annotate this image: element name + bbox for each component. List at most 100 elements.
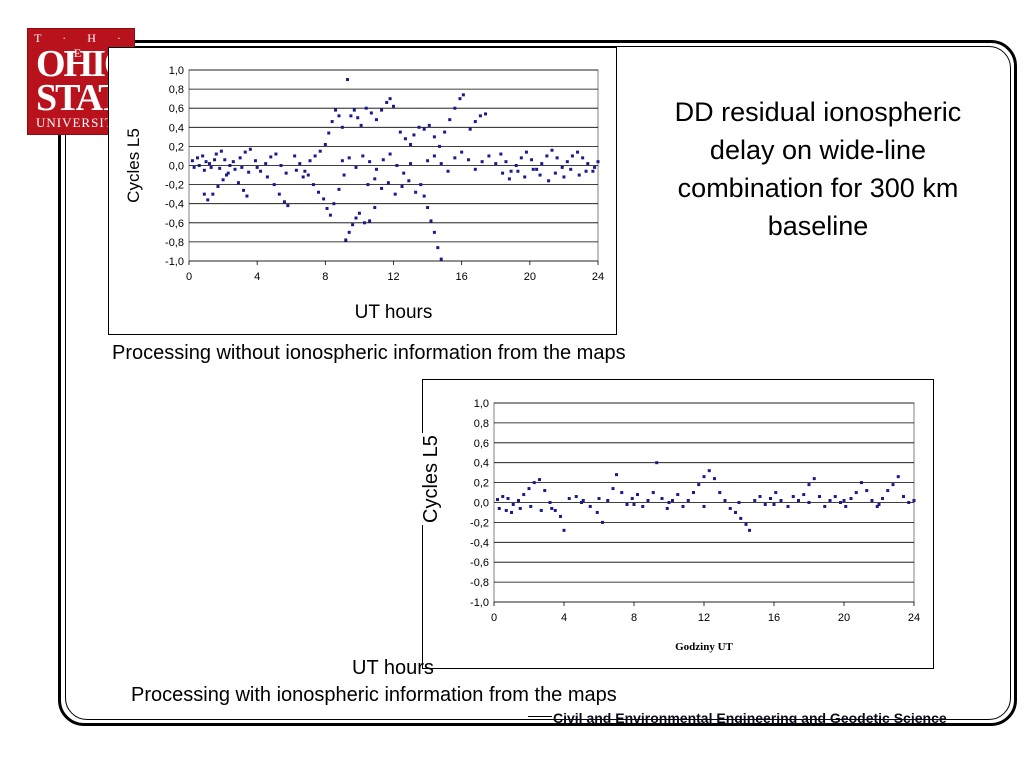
data-point [818, 495, 821, 499]
y-axis-label: Cycles L5 [124, 128, 143, 203]
data-point [676, 493, 680, 497]
data-point [581, 499, 585, 503]
data-point [407, 179, 411, 183]
data-point [875, 504, 879, 508]
data-point [516, 169, 520, 173]
data-point [524, 150, 528, 154]
y-tick-label: 0,8 [169, 84, 184, 96]
data-point [553, 508, 557, 512]
y-tick-label: -0,6 [165, 218, 184, 230]
data-point [588, 504, 592, 508]
data-point [739, 516, 743, 520]
data-point [388, 97, 392, 101]
data-point [555, 156, 559, 160]
data-point [523, 175, 527, 179]
logo-the: T · H · E [34, 31, 130, 60]
data-point [236, 181, 240, 185]
data-point [282, 200, 286, 204]
data-point [779, 499, 783, 503]
data-point [630, 497, 634, 501]
x-tick-label: 16 [456, 271, 468, 283]
y-tick-label: -1,0 [165, 256, 184, 268]
data-point [432, 135, 436, 139]
data-point [535, 167, 539, 171]
data-point [665, 506, 669, 510]
data-point [584, 169, 588, 173]
data-point [728, 506, 732, 510]
data-point [660, 497, 664, 501]
data-point [318, 149, 322, 153]
data-point [361, 154, 365, 158]
data-point [334, 108, 338, 112]
bottom-external-ylabel: Cycles L5 [420, 433, 443, 525]
data-point [340, 159, 344, 163]
x-axis-label: Godziny UT [675, 641, 733, 653]
data-point [737, 501, 741, 504]
y-tick-label: -0,2 [165, 180, 184, 192]
data-point [478, 114, 482, 118]
data-point [380, 108, 384, 112]
y-tick-label: -0,8 [165, 237, 184, 249]
data-point [202, 168, 206, 172]
data-point [774, 491, 778, 495]
data-point [547, 179, 551, 183]
data-point [574, 495, 578, 499]
data-point [501, 171, 505, 175]
footer-rule [528, 716, 552, 717]
data-point [734, 510, 737, 514]
data-point [480, 160, 484, 164]
data-point [865, 489, 869, 493]
data-point [356, 116, 360, 120]
data-point [426, 206, 430, 210]
data-point [255, 165, 259, 169]
data-point [772, 502, 776, 506]
data-point [398, 130, 402, 134]
data-point [359, 123, 363, 127]
data-point [692, 491, 695, 495]
data-point [466, 158, 470, 162]
data-point [436, 246, 440, 250]
data-point [601, 520, 604, 524]
data-point [247, 170, 251, 174]
data-point [395, 164, 399, 167]
data-point [224, 173, 228, 177]
data-point [877, 502, 881, 506]
data-point [514, 164, 518, 167]
data-point [240, 165, 244, 169]
data-point [529, 504, 533, 508]
y-tick-label: -0,4 [165, 199, 184, 211]
data-point [912, 499, 916, 503]
data-point [499, 152, 503, 156]
data-point [509, 169, 513, 173]
top-caption: Processing without ionospheric informati… [112, 342, 626, 364]
data-point [540, 162, 544, 166]
data-point [595, 510, 599, 514]
x-tick-label: 4 [254, 271, 260, 283]
data-point [209, 165, 213, 169]
data-point [303, 169, 307, 173]
data-point [625, 502, 629, 506]
data-point [374, 118, 378, 122]
data-point [473, 167, 477, 171]
y-tick-label: 1,0 [474, 398, 489, 410]
data-point [284, 171, 288, 175]
data-point [417, 125, 421, 129]
y-tick-label: 0,6 [169, 103, 184, 115]
data-point [269, 155, 273, 159]
data-point [211, 192, 215, 196]
data-point [274, 152, 278, 156]
data-point [357, 211, 361, 215]
data-point [833, 495, 837, 499]
data-point [393, 192, 397, 196]
data-point [697, 483, 701, 487]
data-point [569, 167, 573, 171]
data-point [192, 165, 196, 169]
data-point [207, 162, 211, 166]
data-point [422, 127, 426, 131]
data-point [219, 149, 223, 153]
y-tick-label: -1,0 [470, 597, 489, 609]
data-point [337, 114, 341, 118]
data-point [517, 499, 520, 503]
bottom-chart-plot: 1,0 0,8 0,6 0,4 0,2 0,0 -0,2 -0,4 -0,6 -0,8 -1,00 4… [470, 398, 920, 653]
data-point [807, 483, 811, 487]
